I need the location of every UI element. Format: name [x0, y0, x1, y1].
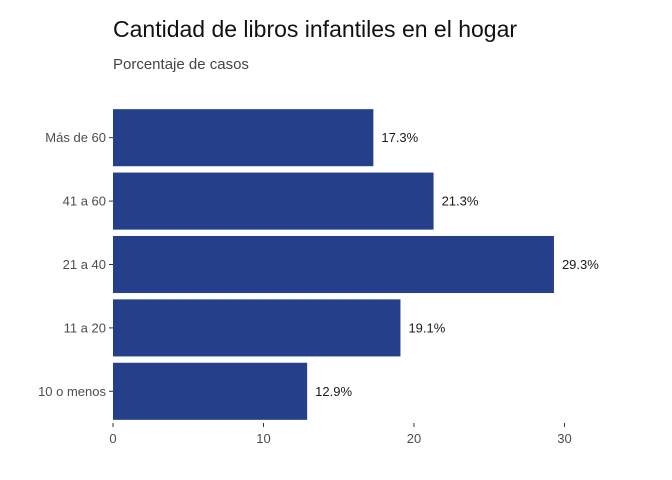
bar	[113, 299, 401, 357]
data-label: 29.3%	[562, 257, 599, 272]
chart-title: Cantidad de libros infantiles en el hoga…	[113, 16, 518, 42]
data-label: 19.1%	[408, 320, 445, 335]
bar	[113, 172, 434, 230]
x-axis-ticks: 0 10 20 30	[109, 423, 572, 446]
x-tick-label: 0	[109, 431, 116, 446]
x-tick-label: 20	[407, 431, 421, 446]
chart-subtitle: Porcentaje de casos	[113, 56, 249, 73]
data-label: 21.3%	[442, 194, 479, 209]
y-tick-label: Más de 60	[45, 130, 106, 145]
bar	[113, 362, 308, 420]
data-label: 17.3%	[381, 130, 418, 145]
y-tick-label: 41 a 60	[63, 194, 106, 209]
data-labels: 12.9% 19.1% 29.3% 21.3% 17.3%	[315, 130, 599, 399]
y-axis-labels: 10 o menos 11 a 20 21 a 40 41 a 60 Más de 60	[38, 130, 113, 399]
x-tick-label: 10	[256, 431, 270, 446]
y-tick-label: 10 o menos	[38, 384, 106, 399]
y-tick-label: 21 a 40	[63, 257, 106, 272]
x-tick-label: 30	[557, 431, 571, 446]
data-label: 12.9%	[315, 384, 352, 399]
bar	[113, 235, 554, 294]
bars-group	[113, 109, 554, 420]
y-tick-label: 11 a 20	[64, 320, 106, 335]
bar	[113, 109, 374, 167]
